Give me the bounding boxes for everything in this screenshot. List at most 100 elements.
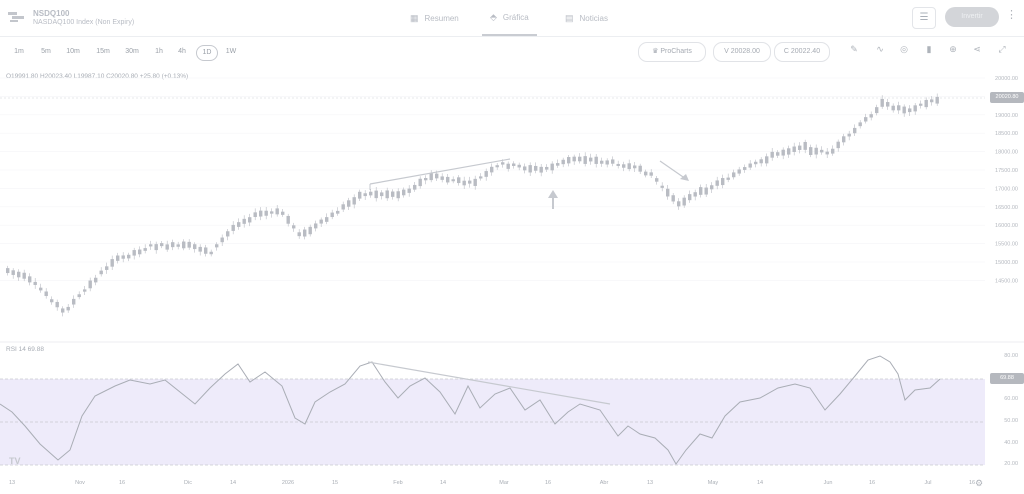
time-axis-label: Jun	[824, 480, 833, 486]
candle-body	[809, 147, 813, 155]
price-chart[interactable]: 20000.0019500.0019000.0018500.0018000.00…	[0, 66, 1024, 494]
timeframe-30m[interactable]: 30m	[125, 48, 139, 55]
more-options-icon[interactable]: ⋮	[1006, 9, 1017, 21]
time-axis-label: 16	[119, 480, 125, 486]
rsi-axis: 80.00 60.00 50.00 40.00 20.00	[1004, 353, 1018, 467]
timeframe-1m[interactable]: 1m	[14, 48, 24, 55]
indicators-icon[interactable]: ∿	[876, 44, 884, 54]
timeframe-4h[interactable]: 4h	[178, 48, 186, 55]
candle-body	[55, 301, 59, 308]
crown-icon: ♛	[652, 48, 661, 55]
time-axis-label: 13	[647, 480, 653, 486]
candle-body	[677, 201, 681, 207]
candle-body	[891, 105, 895, 111]
target-icon[interactable]: ◎	[900, 44, 908, 54]
candle-body	[495, 165, 499, 168]
candle-body	[297, 232, 301, 237]
candle-body	[754, 161, 758, 165]
candle-body	[110, 259, 114, 267]
candle-body	[391, 191, 395, 197]
candle-body	[341, 204, 345, 210]
price-axis-label: 16000.00	[995, 223, 1018, 229]
timeframe-10m[interactable]: 10m	[66, 48, 80, 55]
time-axis-label: 14	[230, 480, 236, 486]
candle-body	[253, 212, 257, 218]
tradingview-logo: TV	[9, 456, 21, 466]
candle-body	[418, 178, 422, 187]
timeframe-15m[interactable]: 15m	[96, 48, 110, 55]
candle-body	[198, 246, 202, 252]
candle-body	[512, 163, 516, 166]
candle-body	[72, 298, 76, 305]
candle-body	[517, 164, 521, 168]
candle-body	[187, 241, 191, 248]
candle-body	[237, 222, 241, 227]
list-menu-button[interactable]: ☰	[912, 7, 936, 29]
candle-body	[292, 225, 296, 229]
invest-button[interactable]: Invertir	[945, 7, 999, 27]
candle-body	[231, 224, 235, 231]
candle-body	[704, 187, 708, 195]
pencil-icon[interactable]: ✎	[850, 44, 858, 54]
candle-body	[413, 184, 417, 190]
price-axis-label: 20000.00	[995, 76, 1018, 82]
timeframe-1h[interactable]: 1h	[155, 48, 163, 55]
price-axis: 20000.0019500.0019000.0018500.0018000.00…	[995, 76, 1018, 284]
price-axis-label: 18500.00	[995, 131, 1018, 137]
time-axis-label: 16	[969, 480, 975, 486]
prochart-button[interactable]: ♛ ProCharts	[638, 42, 706, 62]
fullscreen-icon[interactable]: ⤢	[998, 44, 1006, 54]
rsi-axis-label: 80.00	[1004, 353, 1018, 359]
candle-body	[325, 217, 329, 222]
tab-grafica[interactable]: ⬘ Gráfica	[482, 0, 537, 36]
candle-body	[347, 200, 351, 207]
ohlc-readout: O19991.80 H20023.40 L19987.10 C20020.80 …	[6, 73, 189, 80]
time-axis-label: Feb	[393, 480, 402, 486]
candle-body	[682, 197, 686, 206]
share-icon[interactable]: ⋖	[973, 44, 981, 54]
candle-body	[633, 165, 637, 169]
candle-body	[836, 141, 840, 149]
candle-body	[550, 163, 554, 171]
candle-body	[737, 169, 741, 174]
candle-body	[605, 160, 609, 165]
candle-body	[688, 194, 692, 201]
candle-body	[385, 190, 389, 199]
candle-body	[121, 255, 125, 259]
price-axis-label: 16500.00	[995, 205, 1018, 211]
price-axis-label: 14500.00	[995, 278, 1018, 284]
buy-price-button[interactable]: C 20022.40	[774, 42, 830, 62]
prochart-label: ProCharts	[660, 48, 692, 55]
candle-body	[693, 192, 697, 197]
candle-body	[138, 249, 142, 255]
tab-noticias[interactable]: ▤ Noticias	[565, 0, 608, 36]
timeframe-1d[interactable]: 1D	[196, 45, 218, 61]
candle-body	[264, 210, 268, 216]
add-icon[interactable]: ⊕	[949, 44, 957, 54]
candle-body	[127, 254, 131, 259]
candle-body	[105, 266, 109, 270]
candle-body	[77, 294, 81, 298]
candle-body	[479, 176, 483, 179]
candle-body	[259, 210, 263, 217]
rsi-axis-label: 20.00	[1004, 461, 1018, 467]
candle-body	[424, 178, 428, 181]
settings-gear-icon[interactable]: ⚙	[975, 478, 984, 488]
candle-body	[699, 187, 703, 195]
candle-body	[886, 102, 890, 107]
rsi-trendline	[367, 361, 611, 405]
tab-resumen[interactable]: ▦ Resumen	[410, 0, 459, 36]
timeframe-1w[interactable]: 1W	[225, 48, 237, 55]
sell-price-button[interactable]: V 20028.00	[713, 42, 771, 62]
candle-body	[286, 215, 290, 224]
candle-body	[732, 172, 736, 178]
candle-body	[160, 243, 164, 247]
timeframe-5m[interactable]: 5m	[41, 48, 51, 55]
candle-body	[523, 166, 527, 171]
candle-body	[352, 197, 356, 205]
candle-body	[726, 177, 730, 180]
chart-type-icon[interactable]: ▮	[926, 44, 932, 54]
price-axis-label: 15000.00	[995, 260, 1018, 266]
candle-body	[853, 127, 857, 134]
candle-body	[28, 276, 32, 283]
